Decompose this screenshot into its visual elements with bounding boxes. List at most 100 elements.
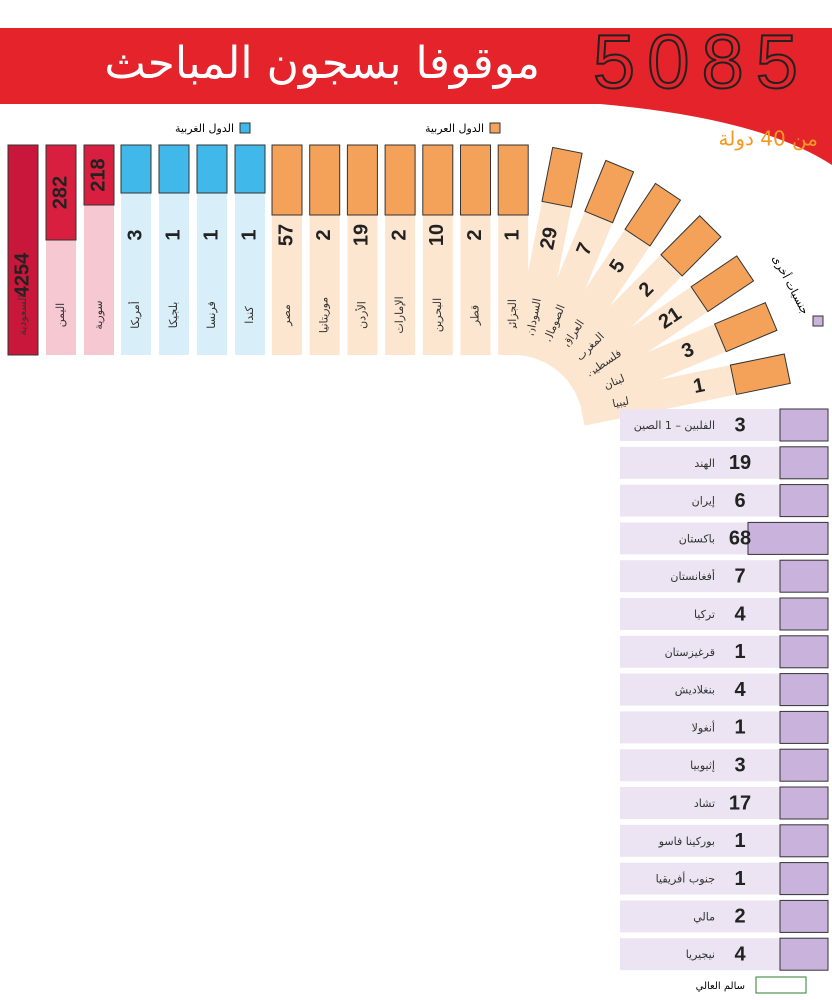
- column-box: [660, 215, 722, 277]
- column-box: [460, 144, 491, 216]
- row-bg: [620, 938, 780, 971]
- column: 1 بلجيكا: [158, 144, 190, 355]
- column-box: [384, 144, 416, 216]
- column-box: [45, 144, 77, 241]
- country: ليبيا: [611, 394, 630, 410]
- column-box: [196, 144, 228, 194]
- country: إثيوبيا: [690, 759, 715, 772]
- count: 19: [351, 224, 373, 246]
- count: 218: [87, 158, 109, 191]
- count: 2: [734, 906, 745, 928]
- country: السعودية: [16, 294, 29, 335]
- count: 1: [238, 229, 260, 240]
- country: أمريكا: [128, 301, 142, 329]
- column-box: [690, 255, 755, 313]
- count: 1: [691, 374, 706, 398]
- count: 1: [734, 641, 745, 663]
- country: موريتانيا: [318, 297, 331, 333]
- row-bg: [620, 787, 780, 819]
- subtitle: من 40 دولة: [719, 127, 819, 151]
- count: 1: [734, 717, 745, 739]
- count: 68: [729, 528, 751, 550]
- legend-swatch: [812, 315, 824, 327]
- credit: سالم العالي: [696, 981, 745, 992]
- total: 5085: [593, 20, 810, 105]
- row-bg: [620, 900, 780, 933]
- row-box: [779, 673, 829, 707]
- count: 4: [734, 679, 746, 701]
- count: 4254: [11, 252, 33, 297]
- column: 2 الإمارات: [384, 144, 416, 355]
- column: 1 كندا: [234, 144, 266, 355]
- column-box: [584, 159, 635, 224]
- row-box: [779, 937, 829, 971]
- row-box: [779, 710, 829, 744]
- count: 6: [734, 490, 745, 512]
- column-box: [158, 144, 190, 194]
- row-box: [779, 748, 829, 782]
- column-box: [713, 302, 778, 353]
- country: فرنسا: [205, 301, 218, 329]
- row-box: [779, 862, 829, 896]
- count: 1: [162, 229, 184, 240]
- row-bg: [620, 560, 780, 593]
- count: 10: [426, 224, 448, 246]
- column-box: [497, 144, 529, 216]
- column: 282 اليمن: [45, 144, 77, 355]
- legend-swatch: [489, 122, 501, 134]
- country: كندا: [243, 306, 256, 324]
- count: 3: [124, 229, 146, 240]
- country: مالي: [693, 910, 715, 923]
- legend-swatch: [239, 122, 251, 134]
- row-bg: [620, 824, 780, 857]
- country: سورية: [92, 300, 105, 329]
- country: الأردن: [354, 301, 368, 329]
- column-box: [7, 144, 39, 356]
- row-box: [779, 446, 829, 480]
- column-box: [309, 144, 341, 216]
- country: أفغانستان: [670, 569, 715, 583]
- column-box: [120, 144, 152, 194]
- column: 10 البحرين: [422, 144, 454, 355]
- row-bg: [620, 862, 780, 895]
- country: قرغيزستان: [665, 646, 715, 659]
- count: 1: [501, 229, 523, 240]
- row-bg: [620, 635, 780, 668]
- count: 57: [275, 224, 297, 246]
- column-box: [422, 144, 454, 216]
- country: الإمارات: [393, 296, 406, 333]
- row-box: [779, 559, 829, 593]
- country: البحرين: [431, 298, 444, 332]
- legend-label: جنسيات أخرى: [769, 253, 812, 317]
- count: 2: [313, 229, 335, 240]
- logo: [755, 976, 807, 994]
- row-bg: [620, 446, 780, 479]
- country: الجزائر: [506, 299, 519, 332]
- legend-label: الدول الغربية: [175, 122, 234, 135]
- title-banner: [0, 28, 832, 165]
- column: 2 قطر: [460, 144, 491, 355]
- country: بنغلاديش: [675, 684, 715, 697]
- column: 218 سورية: [83, 144, 115, 355]
- legend-label: الدول العربية: [425, 122, 484, 135]
- country: نيجيريا: [686, 948, 715, 961]
- country: تركيا: [694, 608, 715, 621]
- row-bg: [620, 749, 780, 782]
- column-box: [83, 144, 115, 206]
- country: بوركينا فاسو: [658, 835, 715, 848]
- row-bg: [620, 673, 780, 706]
- count: 4: [734, 603, 746, 625]
- count: 29: [536, 225, 562, 251]
- column-box: [624, 182, 682, 247]
- column-box: [729, 353, 791, 396]
- country: مصر: [280, 304, 293, 327]
- count: 19: [729, 452, 751, 474]
- country: أنغولا: [692, 720, 715, 734]
- row-bg: [620, 409, 780, 441]
- row-box: [779, 635, 829, 669]
- row-box: [779, 899, 829, 933]
